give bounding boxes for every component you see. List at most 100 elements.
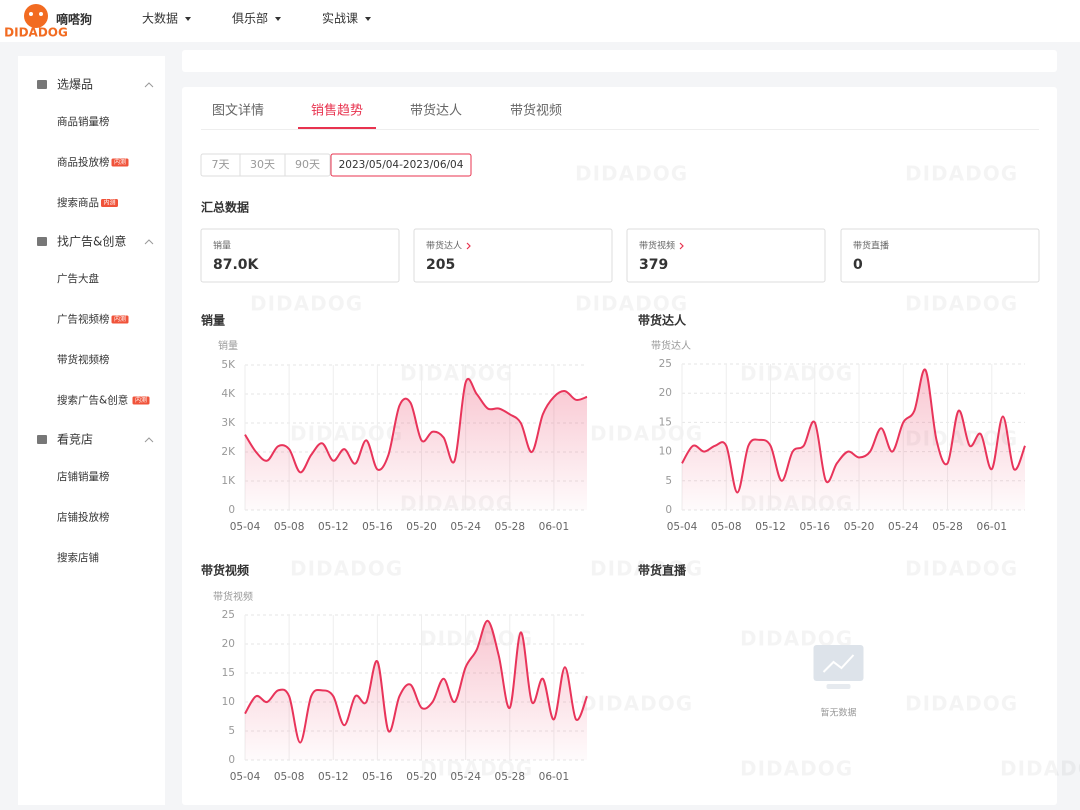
chart-title: 带货达人	[638, 313, 687, 328]
sidebar-item[interactable]: 搜索商品	[57, 196, 99, 209]
badge: 内测	[135, 396, 147, 404]
no-data-icon-stand	[826, 684, 851, 689]
y-tick-label: 20	[222, 638, 235, 650]
x-tick-label: 05-16	[362, 771, 393, 783]
sidebar-group-title[interactable]: 看竞店	[57, 433, 93, 447]
collapse-caret	[144, 437, 154, 443]
date-option[interactable]: 30天	[250, 158, 275, 171]
sidebar-item[interactable]: 店铺投放榜	[57, 511, 110, 524]
x-tick-label: 05-08	[274, 521, 305, 533]
card-value: 0	[853, 257, 863, 273]
card-label: 销量	[213, 240, 231, 252]
no-data-icon-line	[822, 654, 855, 673]
watermark: DIDADOG	[905, 162, 1018, 186]
watermark: DIDADOG	[905, 557, 1018, 581]
no-data-text: 暂无数据	[820, 707, 856, 719]
sidebar-item[interactable]: 商品销量榜	[57, 115, 110, 128]
x-tick-label: 05-12	[755, 521, 786, 533]
watermark: DIDADOG	[575, 292, 688, 316]
sidebar-item[interactable]: 广告视频榜	[57, 313, 110, 326]
x-tick-label: 05-24	[450, 521, 481, 533]
no-data-icon	[813, 645, 864, 681]
watermark: DIDADOG	[905, 292, 1018, 316]
card-value: 379	[639, 257, 668, 273]
nav-menu-item[interactable]: 大数据	[142, 11, 178, 26]
chart-title: 带货直播	[638, 563, 687, 578]
badge-bg	[132, 396, 150, 405]
watermark: DIDADOG	[575, 162, 688, 186]
x-tick-label: 05-08	[711, 521, 742, 533]
link-arrow[interactable]	[466, 242, 471, 250]
date-option[interactable]: 7天	[212, 158, 230, 171]
sidebar-item[interactable]: 商品投放榜	[57, 156, 110, 169]
y-tick-label: 3K	[221, 417, 236, 429]
sidebar-item[interactable]: 广告大盘	[57, 272, 99, 285]
y-tick-label: 15	[222, 667, 235, 679]
y-axis-label: 带货视频	[213, 590, 253, 603]
y-tick-label: 4K	[221, 388, 236, 400]
y-tick-label: 0	[228, 754, 235, 766]
x-tick-label: 05-20	[406, 771, 437, 783]
sidebar-item[interactable]: 搜索店铺	[57, 551, 99, 564]
top-panel	[182, 50, 1057, 72]
logo-icon	[24, 4, 48, 28]
logo-sub: DIDADOG	[4, 26, 68, 40]
group-icon	[37, 237, 47, 246]
y-axis-label: 销量	[218, 339, 238, 352]
y-tick-label: 5K	[221, 359, 236, 371]
area	[245, 378, 587, 510]
tab[interactable]: 带货达人	[410, 103, 462, 119]
date-option[interactable]: 90天	[295, 158, 320, 171]
nav-menu-item[interactable]: 俱乐部	[232, 11, 268, 26]
tab[interactable]: 销售趋势	[311, 103, 363, 119]
chart-title: 带货视频	[201, 563, 249, 578]
sidebar-item[interactable]: 带货视频榜	[57, 353, 110, 366]
dropdown-arrow	[275, 17, 281, 21]
logo-eye	[39, 12, 43, 16]
x-tick-label: 05-16	[362, 521, 393, 533]
top-nav	[0, 0, 1080, 42]
sidebar-group-title[interactable]: 选爆品	[57, 78, 93, 92]
y-tick-label: 10	[659, 446, 672, 458]
card-label: 带货直播	[853, 240, 889, 252]
x-tick-label: 05-20	[406, 521, 437, 533]
y-tick-label: 2K	[221, 446, 236, 458]
sidebar-item[interactable]: 搜索广告&创意	[57, 394, 128, 407]
line	[244, 377, 588, 474]
badge-bg	[101, 199, 118, 207]
badge: 内测	[114, 158, 126, 166]
badge: 内测	[114, 315, 126, 323]
sidebar-group-title[interactable]: 找广告&创意	[57, 234, 126, 249]
line	[681, 368, 1026, 494]
card-value: 205	[426, 257, 455, 273]
x-tick-label: 05-20	[844, 521, 875, 533]
date-selected[interactable]: 2023/05/04-2023/06/04	[339, 159, 464, 171]
y-tick-label: 25	[222, 609, 235, 621]
tab-underline	[298, 127, 376, 129]
x-tick-label: 05-24	[888, 521, 919, 533]
brand: 嘀嗒狗	[56, 12, 92, 27]
group-icon	[37, 80, 47, 89]
group-icon	[37, 435, 47, 444]
chart-title: 销量	[201, 313, 225, 328]
summary-card	[200, 228, 400, 283]
x-tick-label: 05-28	[932, 521, 963, 533]
y-tick-label: 15	[659, 416, 672, 428]
watermark: DIDADOG	[290, 422, 403, 446]
summary-card[interactable]	[626, 228, 826, 283]
nav-menu-item[interactable]: 实战课	[322, 11, 358, 26]
watermark: DIDADOG	[905, 692, 1018, 716]
y-tick-label: 5	[228, 725, 235, 737]
link-arrow[interactable]	[679, 242, 684, 250]
tab[interactable]: 带货视频	[510, 103, 562, 119]
card-label: 带货达人	[426, 240, 462, 252]
sidebar-item[interactable]: 店铺销量榜	[57, 470, 110, 483]
x-tick-label: 06-01	[539, 771, 570, 783]
summary-card[interactable]	[413, 228, 613, 283]
tab[interactable]: 图文详情	[212, 104, 264, 119]
y-tick-label: 0	[228, 504, 235, 516]
logo-eye	[29, 12, 33, 16]
date-selected-box[interactable]	[330, 153, 472, 177]
watermark: DIDADOG	[740, 757, 853, 781]
